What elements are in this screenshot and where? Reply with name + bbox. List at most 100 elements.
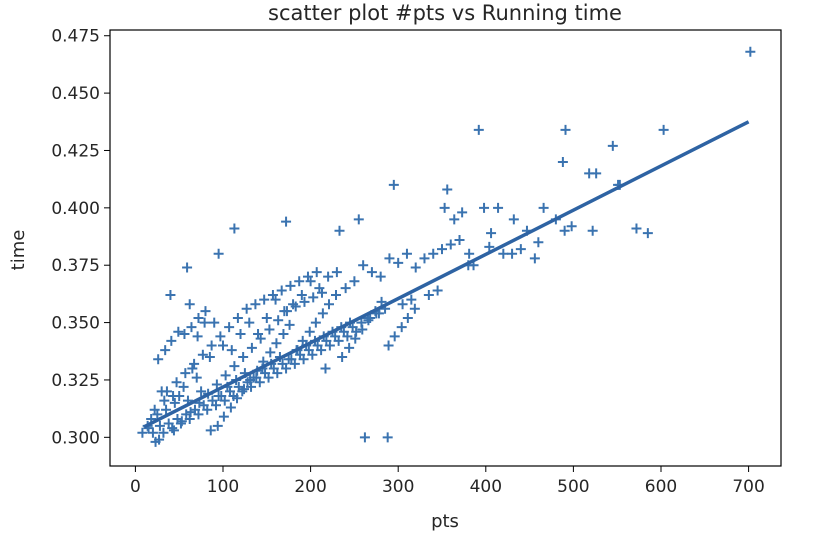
y-tick-label: 0.425 [51, 141, 100, 161]
data-point [209, 317, 220, 328]
data-point [304, 326, 315, 337]
data-point [323, 271, 334, 282]
data-point [202, 404, 213, 415]
data-point [178, 381, 189, 392]
data-point [498, 248, 509, 259]
data-point [359, 432, 370, 443]
y-axis: 0.300 0.325 0.350 0.375 0.400 0.425 0.450 0.475 [51, 27, 110, 448]
data-point [204, 352, 215, 362]
data-point [199, 317, 210, 328]
data-point [439, 202, 450, 213]
data-point [340, 283, 351, 294]
data-point [357, 324, 368, 335]
data-point [311, 267, 322, 278]
x-tick-label: 200 [294, 477, 326, 497]
data-point [432, 285, 443, 296]
data-point [479, 202, 490, 213]
data-point [538, 202, 549, 213]
data-point [363, 315, 374, 326]
chart-title: scatter plot #pts vs Running time [268, 1, 622, 25]
data-point [213, 248, 224, 259]
data-point [358, 260, 369, 271]
data-point [261, 312, 272, 323]
data-point [246, 342, 257, 353]
data-point [559, 225, 570, 236]
data-point [333, 335, 344, 346]
data-point [191, 372, 202, 383]
data-point [184, 299, 195, 310]
data-point [267, 290, 278, 301]
data-point [587, 225, 598, 236]
data-point [205, 425, 216, 436]
data-point [375, 271, 386, 282]
data-point [245, 374, 256, 385]
data-point [169, 397, 180, 408]
data-point [176, 416, 187, 427]
data-point [396, 322, 407, 333]
data-point [281, 306, 292, 317]
y-tick-label: 0.325 [51, 371, 100, 391]
data-point [584, 168, 595, 179]
data-point [529, 253, 540, 264]
data-point [211, 379, 222, 390]
data-point [334, 225, 345, 236]
data-point [393, 257, 404, 268]
data-point [515, 244, 526, 255]
data-point [263, 372, 274, 383]
data-point [229, 223, 240, 234]
data-point [197, 349, 208, 360]
data-point [185, 407, 196, 418]
data-point [182, 262, 193, 273]
data-point [196, 386, 207, 397]
data-point [290, 301, 301, 312]
y-tick-label: 0.300 [51, 428, 100, 448]
data-point [186, 322, 197, 333]
data-point [454, 234, 465, 245]
data-point [154, 434, 165, 445]
data-point [278, 329, 289, 340]
data-point [642, 228, 653, 239]
data-point [272, 368, 283, 379]
data-point [316, 287, 327, 298]
data-point [428, 248, 439, 259]
data-point [255, 333, 266, 344]
data-point [215, 331, 226, 342]
data-point [331, 290, 342, 301]
data-point [445, 239, 456, 250]
x-tick-label: 700 [732, 477, 764, 497]
data-point [259, 294, 270, 305]
data-point [299, 296, 310, 307]
data-point [406, 294, 417, 305]
data-point [159, 395, 170, 406]
x-tick-label: 600 [645, 477, 677, 497]
data-point [410, 262, 421, 273]
y-tick-label: 0.475 [51, 27, 100, 47]
x-axis: 0 100 200 300 400 500 600 700 [130, 466, 765, 497]
data-point [271, 338, 282, 349]
x-tick-label: 500 [557, 477, 589, 497]
data-point [298, 354, 309, 365]
data-point [353, 214, 364, 225]
data-point [308, 292, 319, 303]
data-point [193, 409, 204, 420]
data-point [254, 377, 265, 388]
data-point [276, 285, 287, 296]
data-point [237, 386, 248, 397]
data-point [154, 420, 165, 431]
data-point [235, 329, 246, 340]
data-point [218, 340, 229, 351]
data-point [323, 299, 334, 310]
data-point [281, 216, 292, 227]
data-point [402, 312, 413, 323]
data-point [384, 253, 395, 264]
y-tick-label: 0.400 [51, 199, 100, 219]
data-point [350, 333, 361, 344]
data-point [297, 335, 308, 346]
data-point [160, 345, 171, 356]
data-point [331, 267, 342, 278]
data-point [161, 386, 172, 397]
data-point [168, 425, 179, 436]
data-point [457, 207, 468, 218]
data-point [349, 276, 360, 287]
data-point [344, 342, 355, 353]
